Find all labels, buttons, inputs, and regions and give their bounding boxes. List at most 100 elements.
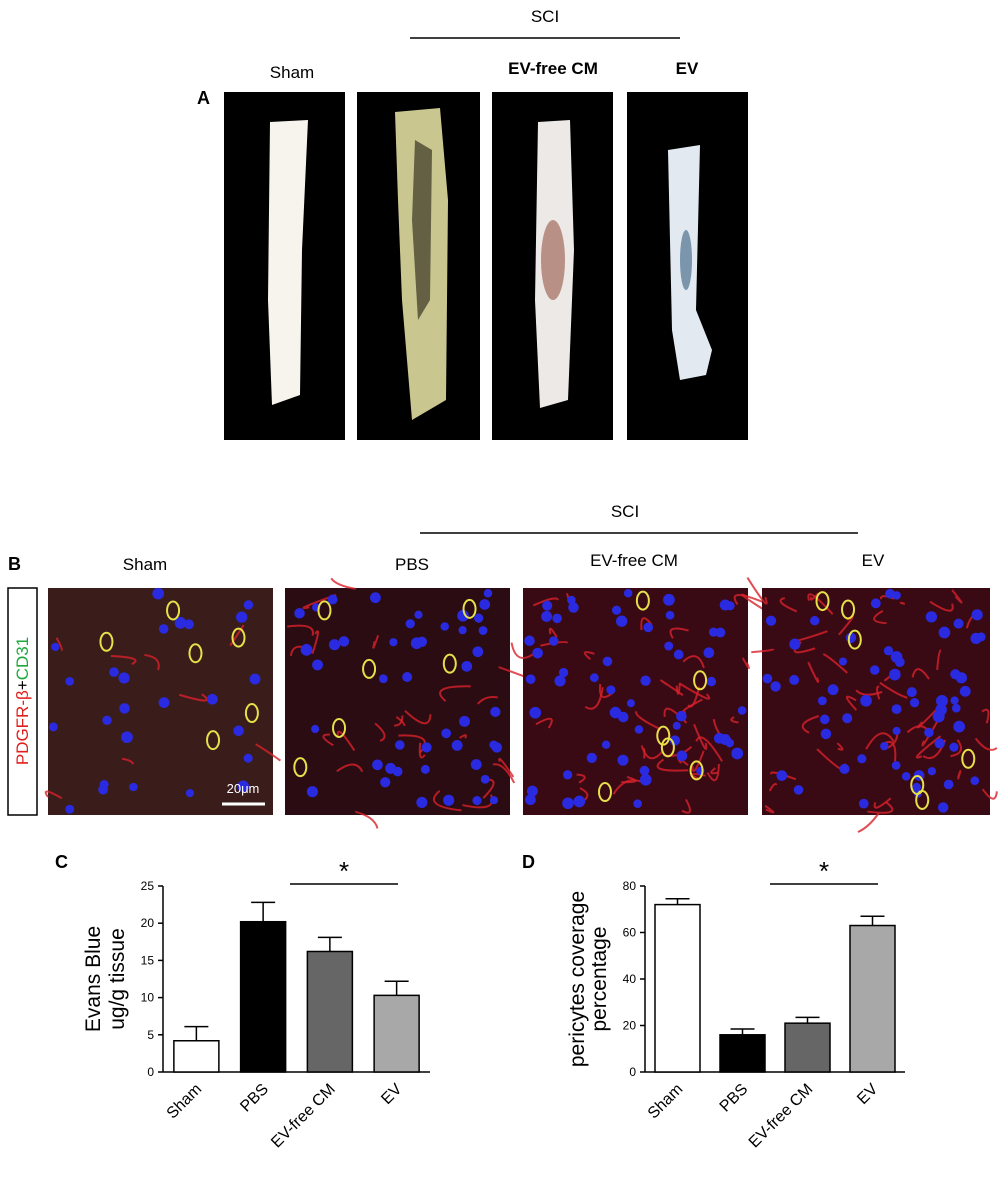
micrograph-nucleus: [892, 704, 902, 714]
micrograph-nucleus: [552, 614, 562, 624]
stain-label: PDGFR-β+CD31: [13, 637, 32, 765]
y-tick-label: 15: [141, 953, 155, 967]
micrograph-vessel: [901, 603, 905, 604]
bar: [307, 951, 352, 1072]
micrograph-nucleus: [953, 721, 965, 733]
micrograph-nucleus: [563, 770, 572, 779]
micrograph-nucleus: [492, 742, 502, 752]
micrograph-nucleus: [891, 651, 903, 663]
micrograph-nucleus: [839, 764, 849, 774]
spinal-cord-images: [224, 92, 748, 440]
x-tick-label: EV-free CM: [746, 1081, 816, 1151]
micrograph-nucleus: [612, 606, 621, 615]
micrograph-nucleus: [472, 646, 483, 657]
x-tick-label: EV: [378, 1081, 405, 1108]
group-label: SCI: [611, 502, 639, 521]
micrograph-nucleus: [924, 728, 934, 738]
micrograph-nucleus: [573, 796, 585, 808]
y-tick-label: 20: [623, 1019, 637, 1033]
micrograph-nucleus: [49, 722, 58, 731]
image-label: EV-free CM: [508, 59, 598, 78]
micrograph-nucleus: [902, 772, 911, 781]
micrograph-nucleus: [389, 638, 397, 646]
significance-label: *: [339, 856, 349, 886]
micrograph-nucleus: [417, 637, 427, 647]
y-tick-label: 40: [623, 972, 637, 986]
micrograph-nucleus: [490, 707, 500, 717]
micrographs: [46, 578, 997, 832]
scale-bar-label: 20μm: [227, 781, 260, 796]
micrograph-nucleus: [842, 713, 852, 723]
x-tick-label: PBS: [717, 1081, 752, 1116]
micrograph-nucleus: [664, 642, 673, 651]
micrograph-nucleus: [129, 783, 137, 791]
image-label: EV: [862, 551, 885, 570]
bar: [785, 1023, 830, 1072]
micrograph-nucleus: [602, 741, 610, 749]
micrograph-nucleus: [402, 672, 412, 682]
micrograph-nucleus: [633, 799, 642, 808]
group-label: SCI: [531, 7, 559, 26]
stain-green: CD31: [13, 637, 32, 680]
y-tick-label: 20: [141, 916, 155, 930]
micrograph-nucleus: [459, 716, 470, 727]
x-tick-label: PBS: [237, 1081, 272, 1116]
micrograph-nucleus: [821, 729, 831, 739]
micrograph-nucleus: [567, 596, 576, 605]
micrograph-nucleus: [532, 648, 543, 659]
micrograph-nucleus: [159, 624, 169, 634]
y-axis-label: percentage: [588, 926, 611, 1031]
micrograph-nucleus: [933, 711, 945, 723]
micrograph-nucleus: [329, 639, 340, 650]
micrograph-nucleus: [707, 677, 716, 686]
micrograph-nucleus: [939, 627, 951, 639]
micrograph-nucleus: [603, 657, 613, 667]
micrograph-nucleus: [244, 754, 253, 763]
micrograph-nucleus: [770, 681, 780, 691]
micrograph-nucleus: [944, 780, 954, 790]
micrograph-nucleus: [731, 748, 743, 760]
micrograph-nucleus: [725, 739, 734, 748]
micrograph-nucleus: [490, 796, 498, 804]
micrograph-vessel: [331, 578, 356, 589]
micrograph-nucleus: [481, 775, 490, 784]
tissue-lesion: [541, 220, 565, 300]
panel-letter: B: [8, 554, 21, 574]
micrograph-nucleus: [892, 591, 901, 600]
micrograph-nucleus: [562, 797, 574, 809]
micrograph-nucleus: [587, 753, 597, 763]
micrograph-nucleus: [524, 635, 534, 645]
micrograph-nucleus: [726, 601, 735, 610]
micrograph-nucleus: [529, 707, 541, 719]
micrograph-nucleus: [385, 763, 396, 774]
y-tick-label: 10: [141, 991, 155, 1005]
micrograph-nucleus: [474, 614, 483, 623]
panel-letter: A: [197, 88, 210, 108]
micrograph-nucleus: [479, 626, 488, 635]
micrograph-nucleus: [339, 636, 349, 646]
y-tick-label: 60: [623, 926, 637, 940]
micrograph-nucleus: [452, 740, 463, 751]
micrograph-nucleus: [972, 609, 983, 620]
micrograph-nucleus: [820, 715, 830, 725]
micrograph-nucleus: [789, 675, 799, 685]
micrograph-nucleus: [970, 776, 979, 785]
micrograph-nucleus: [673, 722, 681, 730]
micrograph-nucleus: [643, 623, 653, 633]
micrograph-nucleus: [307, 786, 318, 797]
micrograph-nucleus: [380, 777, 390, 787]
micrograph-nucleus: [857, 754, 866, 763]
micrograph-nucleus: [370, 592, 381, 603]
x-tick-label: Sham: [645, 1081, 687, 1123]
micrograph-nucleus: [186, 789, 194, 797]
micrograph-nucleus: [311, 725, 319, 733]
micrograph-nucleus: [554, 675, 565, 686]
micrograph-nucleus: [677, 750, 688, 761]
bar: [720, 1035, 765, 1072]
bar: [850, 926, 895, 1072]
micrograph-nucleus: [526, 674, 536, 684]
micrograph-nucleus: [471, 759, 482, 770]
micrograph-nucleus: [312, 659, 323, 670]
micrograph-nucleus: [301, 644, 313, 656]
